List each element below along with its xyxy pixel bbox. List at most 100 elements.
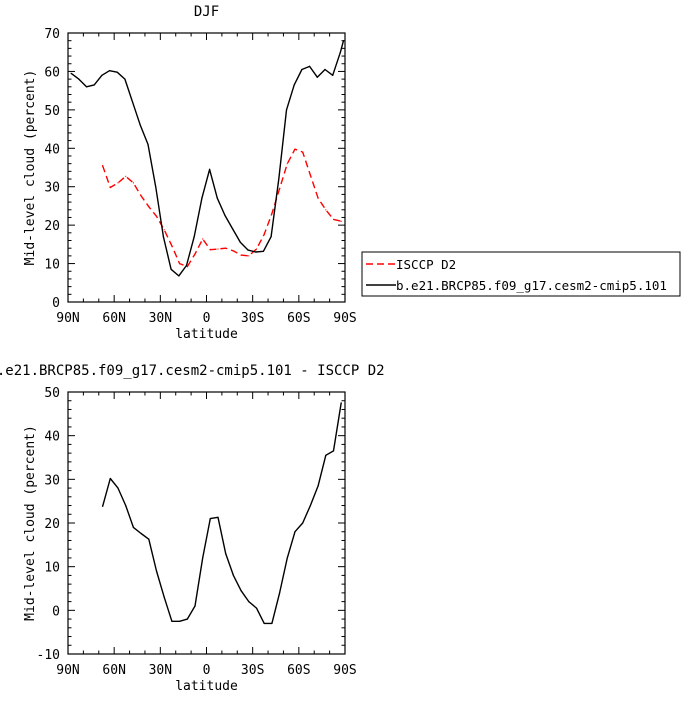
series-0-point [317,485,319,487]
series-0-point [255,607,258,609]
series-0-point [255,248,258,250]
x-tick-label: 0 [203,311,211,326]
series-0-point [171,620,173,622]
series-1-point [247,249,249,251]
plot-frame [67,32,346,303]
series-1-point [293,84,295,86]
series-1-point [78,78,80,80]
series-0-point [225,553,227,555]
series-1-point [70,72,72,74]
series-line-0 [101,402,342,625]
x-tick-label: 60S [287,311,310,326]
y-tick-label: 50 [44,104,60,119]
series-1-point [239,241,241,243]
series-1-point [332,74,334,76]
series-0-point [263,622,265,625]
series-0-point [340,402,342,404]
series-1-point [101,74,103,76]
series-1-point [278,178,280,180]
x-tick-label: 90S [333,311,356,326]
series-0-point [132,182,134,184]
series-0-point [155,570,158,572]
series-line-1 [70,40,345,277]
y-tick-label: 10 [44,561,60,576]
series-1-point [301,68,303,71]
y-axis-label: Mid-level cloud (percent) [23,70,38,266]
series-1-point [342,40,345,42]
series-1-point [132,101,134,103]
x-tick-label: 90S [333,663,356,678]
series-1-point [316,76,318,78]
series-0-point [179,263,181,265]
y-tick-label: 0 [52,604,60,619]
series-1-point [324,68,326,71]
x-tick-label: 0 [203,663,211,678]
series-0-point [240,254,242,256]
series-1-point [216,197,218,199]
series-0-point [186,618,188,620]
y-tick-label: 20 [44,517,60,532]
y-tick-label: 40 [44,430,60,445]
series-0-point [109,477,111,480]
y-tick-label: 70 [44,27,60,42]
series-0-point [217,248,219,250]
series-0-point [102,505,104,507]
series-1-point [124,78,126,80]
x-tick-label: 60S [287,663,310,678]
x-axis-label: latitude [175,327,238,342]
legend: ISCCP D2 b.e21.BRCP85.f09_g17.cesm2-cmip5… [361,251,681,297]
series-0-point [294,148,296,150]
x-tick-label: 90N [56,311,79,326]
series-0-point [286,557,288,559]
series-0-point [302,151,304,153]
series-1-point [224,214,226,217]
series-1-point [285,109,288,111]
y-tick-label: -10 [37,648,60,663]
series-0-point [286,163,288,165]
legend-box [361,251,681,297]
series-1-point [193,236,195,238]
series-0-point [148,206,150,208]
series-1-point [93,84,95,86]
top-panel: DJF 90N 60N 30N 0 30S 60S 90S 0 10 20 30 40 50 60 70 lat… [23,4,681,342]
series-0-point [279,188,281,190]
series-1-point [209,168,211,170]
series-0-point [294,531,296,533]
x-tick-label: 30S [241,663,264,678]
y-tick-label: 30 [44,181,60,196]
series-1-point [170,268,172,270]
x-axis-label: latitude [175,679,238,694]
series-1-point [85,86,88,88]
series-0-point [309,504,311,507]
series-1-point [185,264,188,267]
series-1-point [139,124,141,126]
series-0-point [102,165,104,167]
y-tick-label: 10 [44,258,60,273]
series-1-point [309,65,311,67]
series-0-point [132,526,134,529]
y-tick-label: 20 [44,219,60,234]
series-line-0 [101,148,342,268]
series-1-point [178,275,180,277]
series-0-point [140,532,142,535]
series-0-point [202,557,204,559]
series-0-point [148,538,150,540]
series-0-point [271,213,273,215]
series-0-point [232,574,234,577]
series-1-point [262,250,264,252]
series-1-point [339,51,341,53]
y-tick-label: 60 [44,65,60,80]
series-0-point [194,253,196,255]
series-0-point [317,197,319,199]
series-0-point [340,220,342,222]
legend-label: b.e21.BRCP85.f09_g17.cesm2-cmip5.101 [396,278,667,293]
series-0-point [302,522,304,524]
series-0-point [125,504,127,507]
series-1-point [232,228,234,230]
chart-title: b.e21.BRCP85.f09_g17.cesm2-cmip5.101 - I… [0,363,385,379]
series-0-point [271,622,273,625]
y-tick-label: 0 [52,296,60,311]
series-0-point [194,605,196,607]
series-0-point [263,233,265,235]
